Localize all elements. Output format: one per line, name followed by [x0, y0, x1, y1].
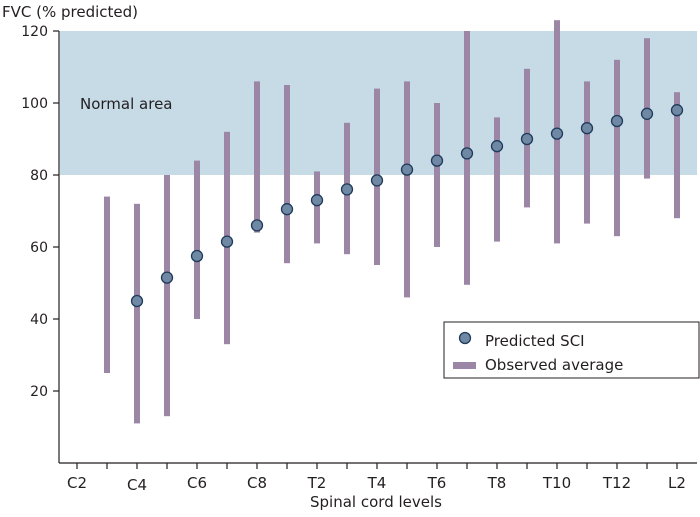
- legend-box: [443, 321, 700, 379]
- x-tick-label-C8: C8: [247, 474, 267, 492]
- predicted-point-T9: [520, 132, 534, 146]
- x-tick-label-C4: C4: [127, 476, 147, 494]
- x-tick-label-C6: C6: [187, 474, 207, 492]
- observed-range-bar-T11: [584, 81, 590, 224]
- y-tick-label: 20: [30, 384, 48, 400]
- x-tick-label-T8: T8: [487, 474, 507, 492]
- observed-range-bar-C8: [254, 81, 260, 233]
- y-tick-label: 80: [30, 168, 48, 184]
- x-tick-label-T10: T10: [542, 474, 571, 492]
- y-tick-label: 60: [30, 240, 48, 256]
- observed-range-bar-T8: [494, 117, 500, 242]
- y-axis-title: FVC (% predicted): [2, 3, 138, 21]
- predicted-point-C4: [130, 294, 144, 308]
- predicted-point-C6: [190, 249, 204, 263]
- x-tick-label-T12: T12: [602, 474, 631, 492]
- predicted-point-C8: [250, 219, 264, 232]
- y-tick-label: 40: [30, 312, 48, 328]
- predicted-point-C7: [220, 235, 234, 248]
- predicted-point-C5: [160, 271, 174, 284]
- legend-label-observed: Observed average: [485, 356, 623, 374]
- predicted-point-T1: [280, 203, 294, 216]
- observed-range-bar-L2: [674, 92, 680, 219]
- y-tick-label: 120: [21, 24, 48, 40]
- predicted-point-T4: [370, 174, 384, 187]
- x-tick-label-L2: L2: [668, 474, 686, 492]
- predicted-point-T11: [580, 122, 594, 135]
- x-tick-label-T6: T6: [427, 474, 447, 492]
- observed-range-bar-T2: [314, 171, 320, 244]
- y-tick-label: 100: [21, 96, 48, 112]
- predicted-point-T12: [610, 114, 624, 128]
- predicted-point-L2: [670, 104, 684, 117]
- observed-range-bar-T5: [404, 81, 410, 298]
- legend: Predicted SCI Observed average: [443, 321, 700, 379]
- normal-area-label: Normal area: [80, 95, 173, 113]
- observed-range-bar-C3: [104, 196, 110, 373]
- observed-range-bar-C4: [134, 203, 140, 424]
- predicted-point-T7: [460, 147, 474, 160]
- legend-point-marker: [458, 331, 472, 345]
- x-tick-label-T2: T2: [307, 474, 327, 492]
- predicted-point-T10: [550, 127, 564, 140]
- predicted-point-T3: [340, 183, 354, 196]
- legend-bar-marker: [453, 362, 476, 369]
- predicted-point-T2: [310, 194, 324, 207]
- x-axis-title: Spinal cord levels: [310, 493, 442, 511]
- x-tick-label-C2: C2: [67, 474, 87, 492]
- observed-range-bar-T1: [284, 85, 290, 264]
- observed-range-bar-T6: [434, 103, 440, 247]
- legend-label-predicted: Predicted SCI: [485, 332, 585, 350]
- predicted-point-T6: [430, 154, 444, 167]
- predicted-point-T5: [400, 163, 414, 176]
- observed-range-bar-T12: [614, 59, 620, 237]
- predicted-point-T8: [490, 140, 504, 153]
- x-tick-label-T4: T4: [367, 474, 387, 492]
- observed-range-bar-C5: [164, 175, 170, 417]
- predicted-point-L1: [640, 107, 654, 120]
- observed-range-bar-C6: [194, 160, 200, 319]
